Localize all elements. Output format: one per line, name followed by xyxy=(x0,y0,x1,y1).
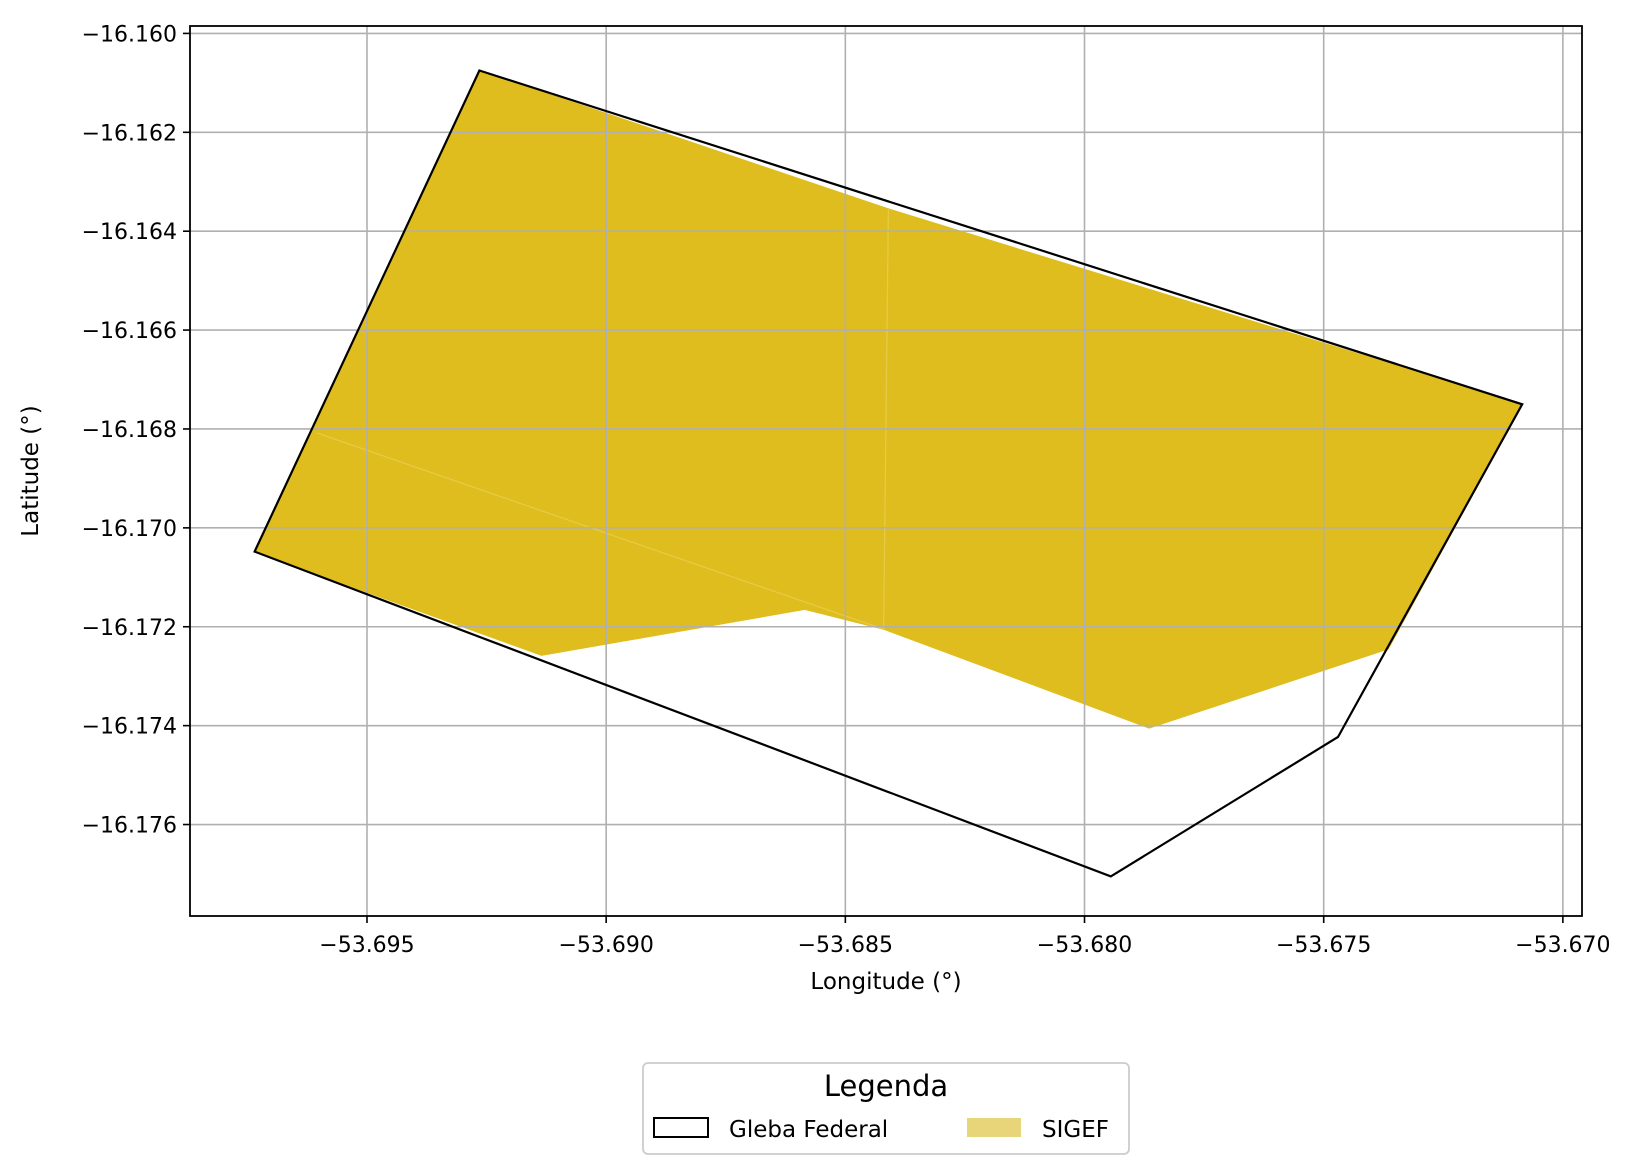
gleba-federal-outline xyxy=(253,69,1524,878)
x-tick-label-0: −53.695 xyxy=(319,933,414,958)
y-axis-ticks: −16.160 −16.162 −16.164 −16.166 −16.168 −16.1… xyxy=(82,22,190,839)
y-tick-label-1: −16.162 xyxy=(82,121,177,146)
sigef-layer xyxy=(253,69,1523,729)
legend-swatch-sigef xyxy=(967,1118,1021,1137)
y-tick-label-8: −16.176 xyxy=(82,814,177,839)
plot-frame xyxy=(189,25,1583,917)
y-tick-label-0: −16.160 xyxy=(82,22,177,47)
grid-lines xyxy=(190,26,1582,916)
x-tick-label-1: −53.690 xyxy=(558,933,653,958)
x-tick-label-3: −53.680 xyxy=(1037,933,1132,958)
legend-label-gleba-federal: Gleba Federal xyxy=(729,1117,888,1143)
x-axis-label: Longitude (°) xyxy=(810,969,961,995)
y-tick-label-5: −16.170 xyxy=(82,517,177,542)
y-tick-label-7: −16.174 xyxy=(82,715,177,740)
y-tick-label-4: −16.168 xyxy=(82,418,177,443)
x-tick-label-2: −53.685 xyxy=(798,933,893,958)
y-tick-label-2: −16.164 xyxy=(82,220,177,245)
y-tick-label-3: −16.166 xyxy=(82,319,177,344)
gleba-federal-layer xyxy=(253,69,1524,878)
legend-swatch-gleba-federal xyxy=(653,1117,709,1138)
sigef-seam-2 xyxy=(883,208,889,630)
sigef-seam-1 xyxy=(316,432,884,630)
legend-label-sigef: SIGEF xyxy=(1042,1117,1109,1143)
y-tick-label-6: −16.172 xyxy=(82,616,177,641)
legend: Legenda Gleba Federal SIGEF xyxy=(642,1062,1130,1155)
x-tick-label-5: −53.670 xyxy=(1515,933,1610,958)
x-tick-label-4: −53.675 xyxy=(1276,933,1371,958)
x-axis-ticks: −53.695 −53.690 −53.685 −53.680 −53.675 −53.6… xyxy=(319,916,1611,958)
legend-title: Legenda xyxy=(824,1069,948,1103)
y-axis-label: Latitude (°) xyxy=(18,405,44,536)
